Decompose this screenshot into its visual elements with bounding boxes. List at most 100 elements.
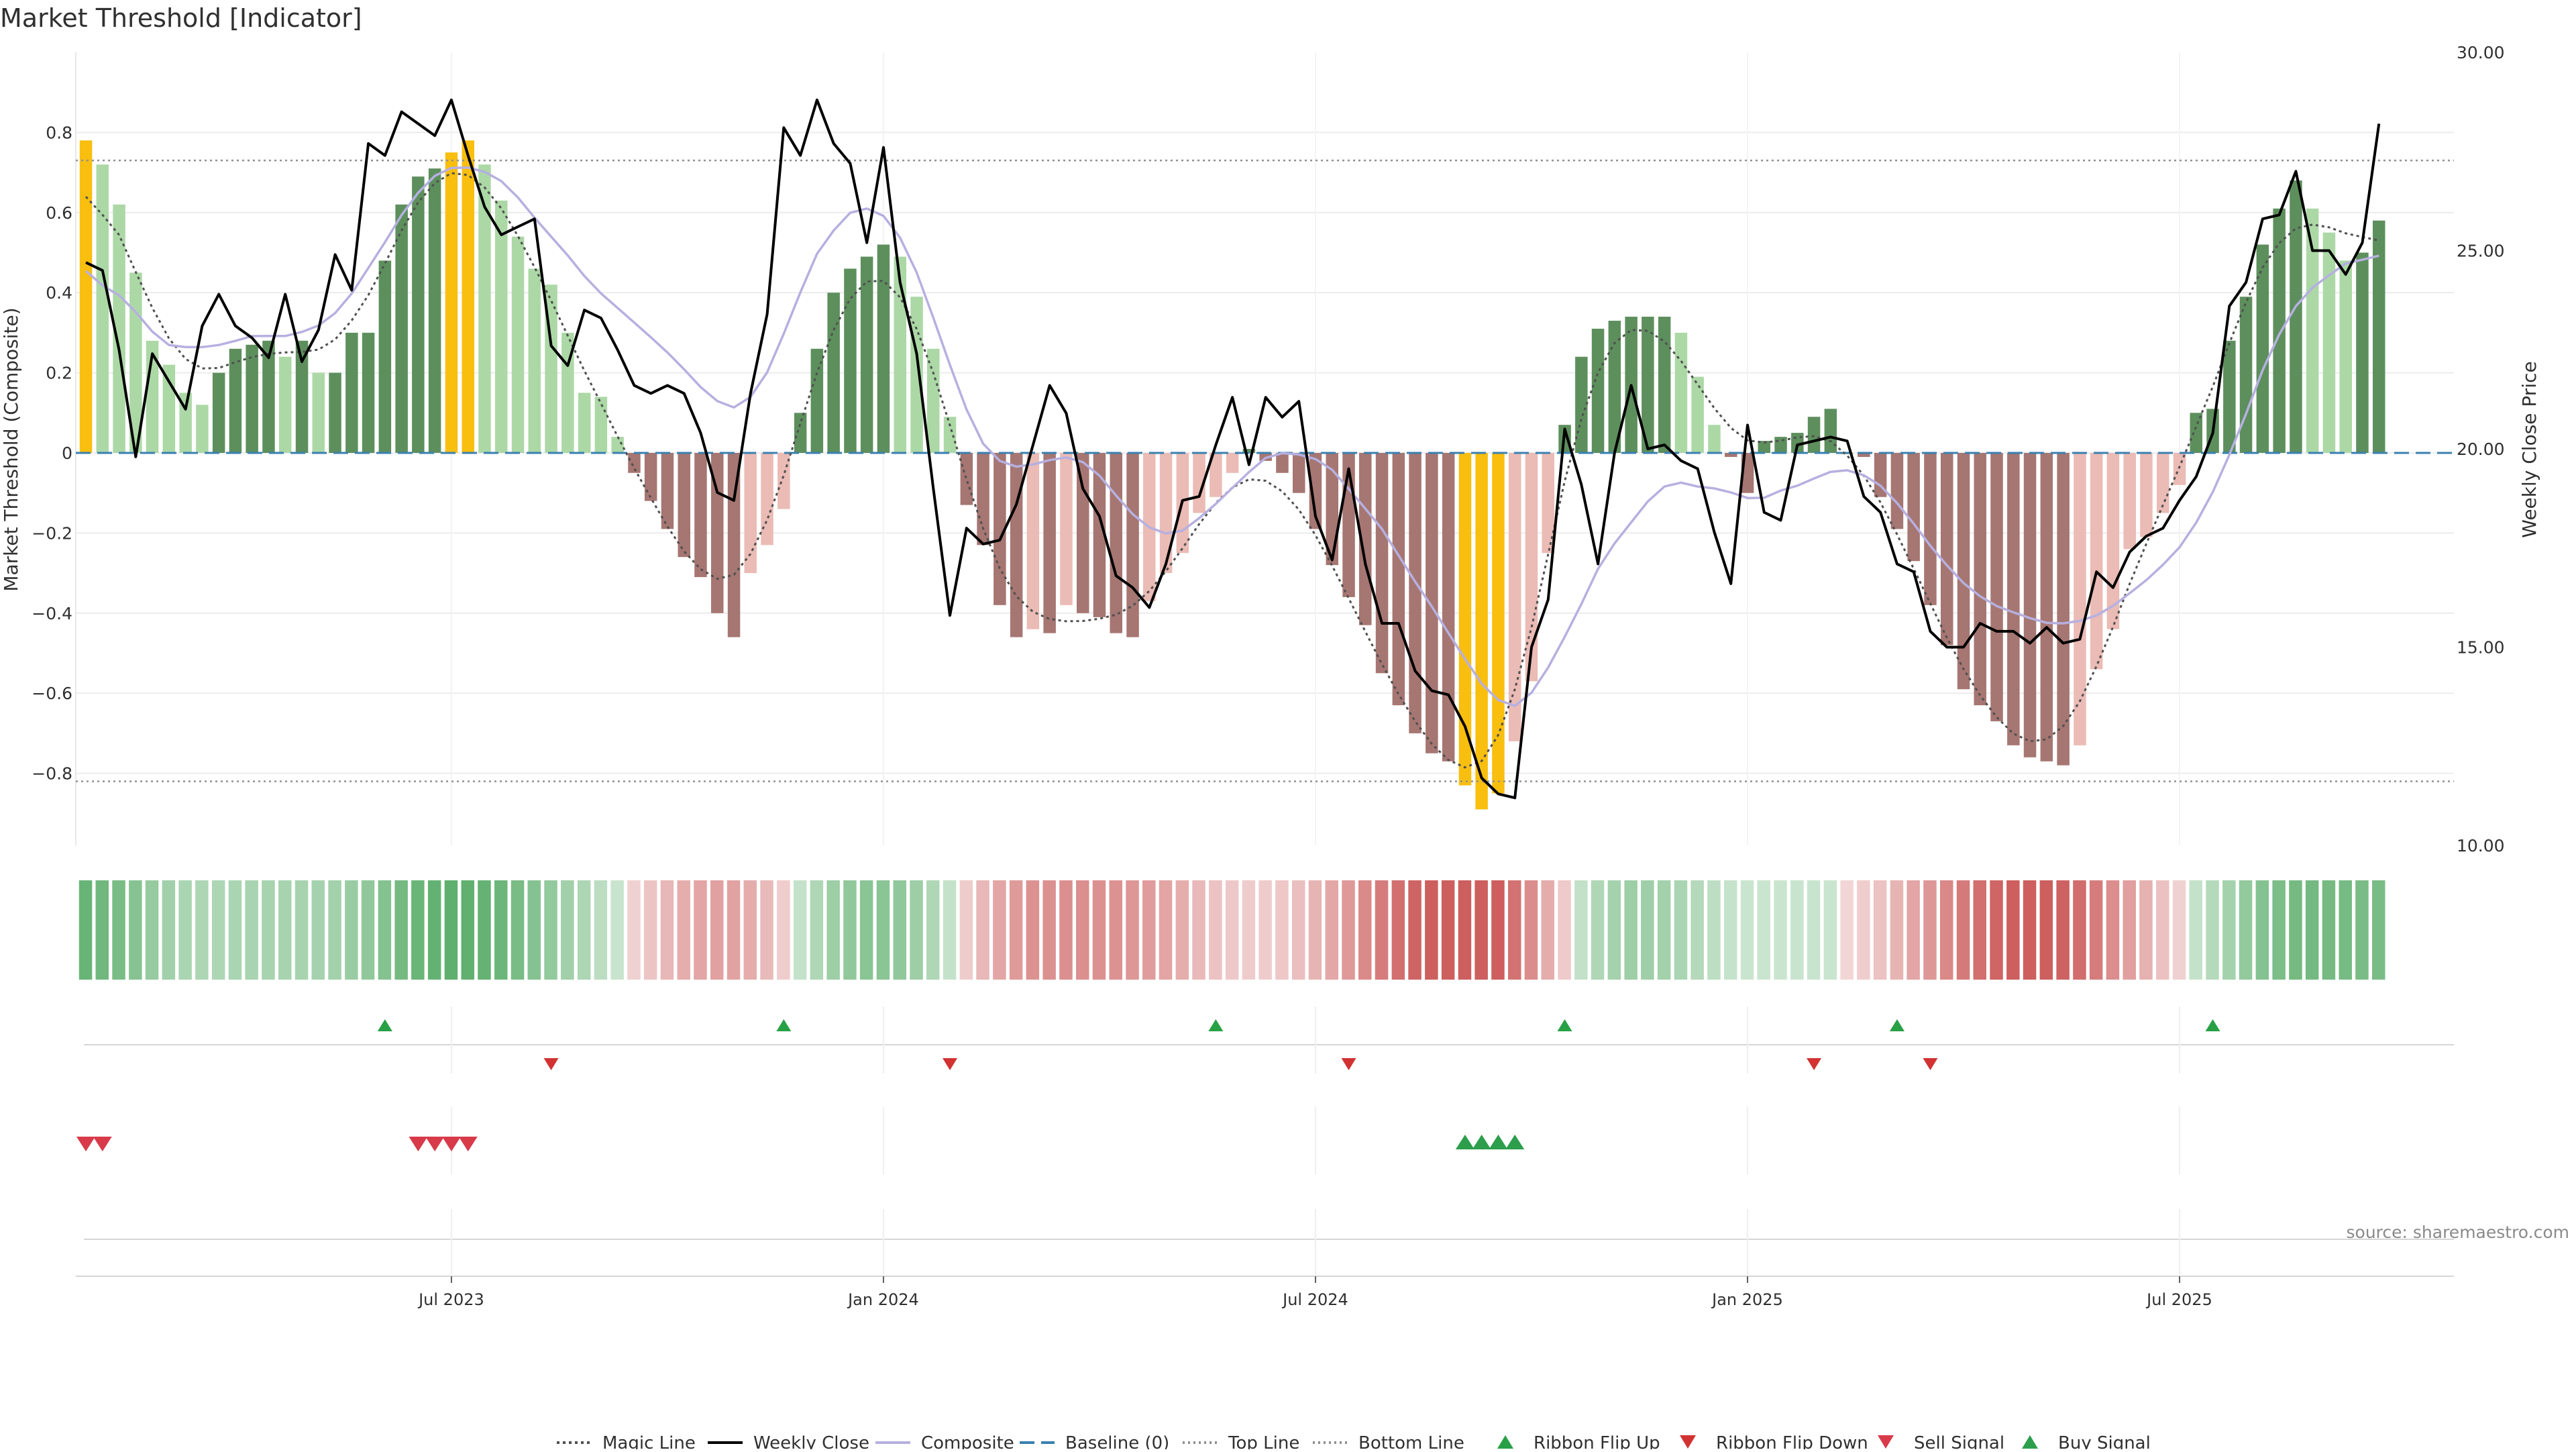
ribbon-segment [1292, 880, 1305, 980]
y-tick-label-left: −0.4 [32, 604, 72, 623]
composite-bar [495, 200, 508, 453]
legend-label-sell: Sell Signal [1914, 1433, 2004, 1449]
composite-bar [810, 348, 824, 453]
y-tick-label-left: 0.4 [46, 283, 72, 303]
composite-bar [279, 356, 292, 453]
legend-label-magic: Magic Line [602, 1433, 696, 1449]
legend-swatch-sell [1878, 1435, 1894, 1449]
ribbon-segment [1042, 880, 1056, 980]
legend-swatch-flip_down [1680, 1435, 1696, 1449]
composite-bar [1026, 453, 1040, 629]
ribbon-segment [843, 880, 857, 980]
ribbon-flip-up-marker [1889, 1019, 1904, 1031]
composite-bar [977, 453, 989, 546]
ribbon-segment [361, 880, 375, 980]
composite-bar [1824, 409, 1837, 453]
composite-bar [329, 372, 341, 453]
composite-bar [96, 164, 109, 453]
ribbon-segment [2139, 880, 2153, 980]
composite-bar [2239, 297, 2253, 453]
composite-line [85, 166, 2379, 707]
composite-bar [761, 453, 773, 546]
ribbon-segment [627, 880, 641, 980]
composite-bar [943, 417, 957, 453]
ribbon-segment [544, 880, 557, 980]
ribbon-segment [1624, 880, 1638, 980]
composite-bar [2157, 453, 2169, 513]
composite-bar [910, 297, 923, 453]
composite-bar [1276, 453, 1289, 473]
ribbon-segment [1242, 880, 1256, 980]
y-tick-label-left: 0 [62, 444, 72, 463]
source-note: source: sharemaestro.com [2347, 1223, 2570, 1242]
ribbon-segment [78, 880, 93, 980]
ribbon-segment [1408, 880, 1421, 980]
ribbon-segment [1126, 880, 1139, 980]
composite-bar [445, 152, 458, 453]
ribbon-segment [2073, 880, 2086, 980]
ribbon-segment [1209, 880, 1222, 980]
ribbon-segment [1474, 880, 1488, 980]
composite-bar [179, 393, 192, 453]
composite-bar [1708, 425, 1721, 453]
ribbon-segment [1225, 880, 1239, 980]
ribbon-segment [1857, 880, 1870, 980]
composite-bar [1159, 453, 1173, 574]
ribbon-segment [1076, 880, 1089, 980]
composite-bar [1126, 453, 1139, 637]
composite-bar [2057, 453, 2070, 766]
composite-bar [2040, 453, 2053, 762]
composite-bar [2074, 453, 2086, 745]
ribbon-segment [643, 880, 657, 980]
legend: Magic Line Weekly Close Composite Baseline … [557, 1433, 2151, 1452]
buy-signal-marker [1472, 1135, 1491, 1149]
legend-label-composite: Composite [921, 1433, 1014, 1449]
composite-bar [511, 236, 525, 453]
composite-bar [2290, 180, 2302, 453]
ribbon-segment [444, 880, 458, 980]
ribbon-segment [577, 880, 591, 980]
composite-bars [79, 140, 2385, 810]
ribbon-segment [2339, 880, 2352, 980]
ribbon-segment [1740, 880, 1754, 980]
ribbon-segment [760, 880, 773, 980]
x-tick-label: Jan 2025 [1711, 1290, 1783, 1309]
ribbon-segment [660, 880, 674, 980]
composite-bar [1642, 317, 1654, 453]
x-tick-label: Jul 2025 [2145, 1290, 2212, 1309]
ribbon-segment [1558, 880, 1571, 980]
y-tick-label-right: 30.00 [2457, 43, 2505, 62]
ribbon-flip-up-marker [2205, 1019, 2220, 1031]
composite-bar [1359, 453, 1372, 625]
ribbon-segment [876, 880, 890, 980]
composite-bar [1475, 453, 1488, 810]
composite-bar [1093, 453, 1106, 617]
ribbon-segment [2006, 880, 2020, 980]
ribbon-segment [1823, 880, 1837, 980]
ribbon-segment [2023, 880, 2037, 980]
ribbon-segment [328, 880, 341, 980]
composite-bar [1509, 453, 1521, 741]
ribbon-segment [926, 880, 940, 980]
y-tick-label-right: 15.00 [2457, 638, 2505, 658]
ribbon-segment [2222, 880, 2236, 980]
ribbon-segment [2156, 880, 2169, 980]
ribbon-segment [1591, 880, 1605, 980]
ribbon-segment [1109, 880, 1122, 980]
composite-bar [1060, 453, 1073, 605]
composite-bar [1542, 453, 1554, 554]
ribbon-flip-up-marker [776, 1019, 792, 1031]
composite-bar [162, 364, 176, 453]
composite-bar [927, 348, 940, 453]
ribbon-segment [910, 880, 923, 980]
composite-bar [1226, 453, 1239, 473]
ribbon-flip-down-marker [1807, 1058, 1822, 1070]
ribbon-segment [112, 880, 125, 980]
composite-bar [1010, 453, 1023, 637]
composite-bar [2007, 453, 2020, 745]
composite-bar [478, 164, 491, 453]
ribbon-segment [1873, 880, 1887, 980]
composite-bar [894, 256, 906, 453]
composite-bar [129, 272, 142, 453]
